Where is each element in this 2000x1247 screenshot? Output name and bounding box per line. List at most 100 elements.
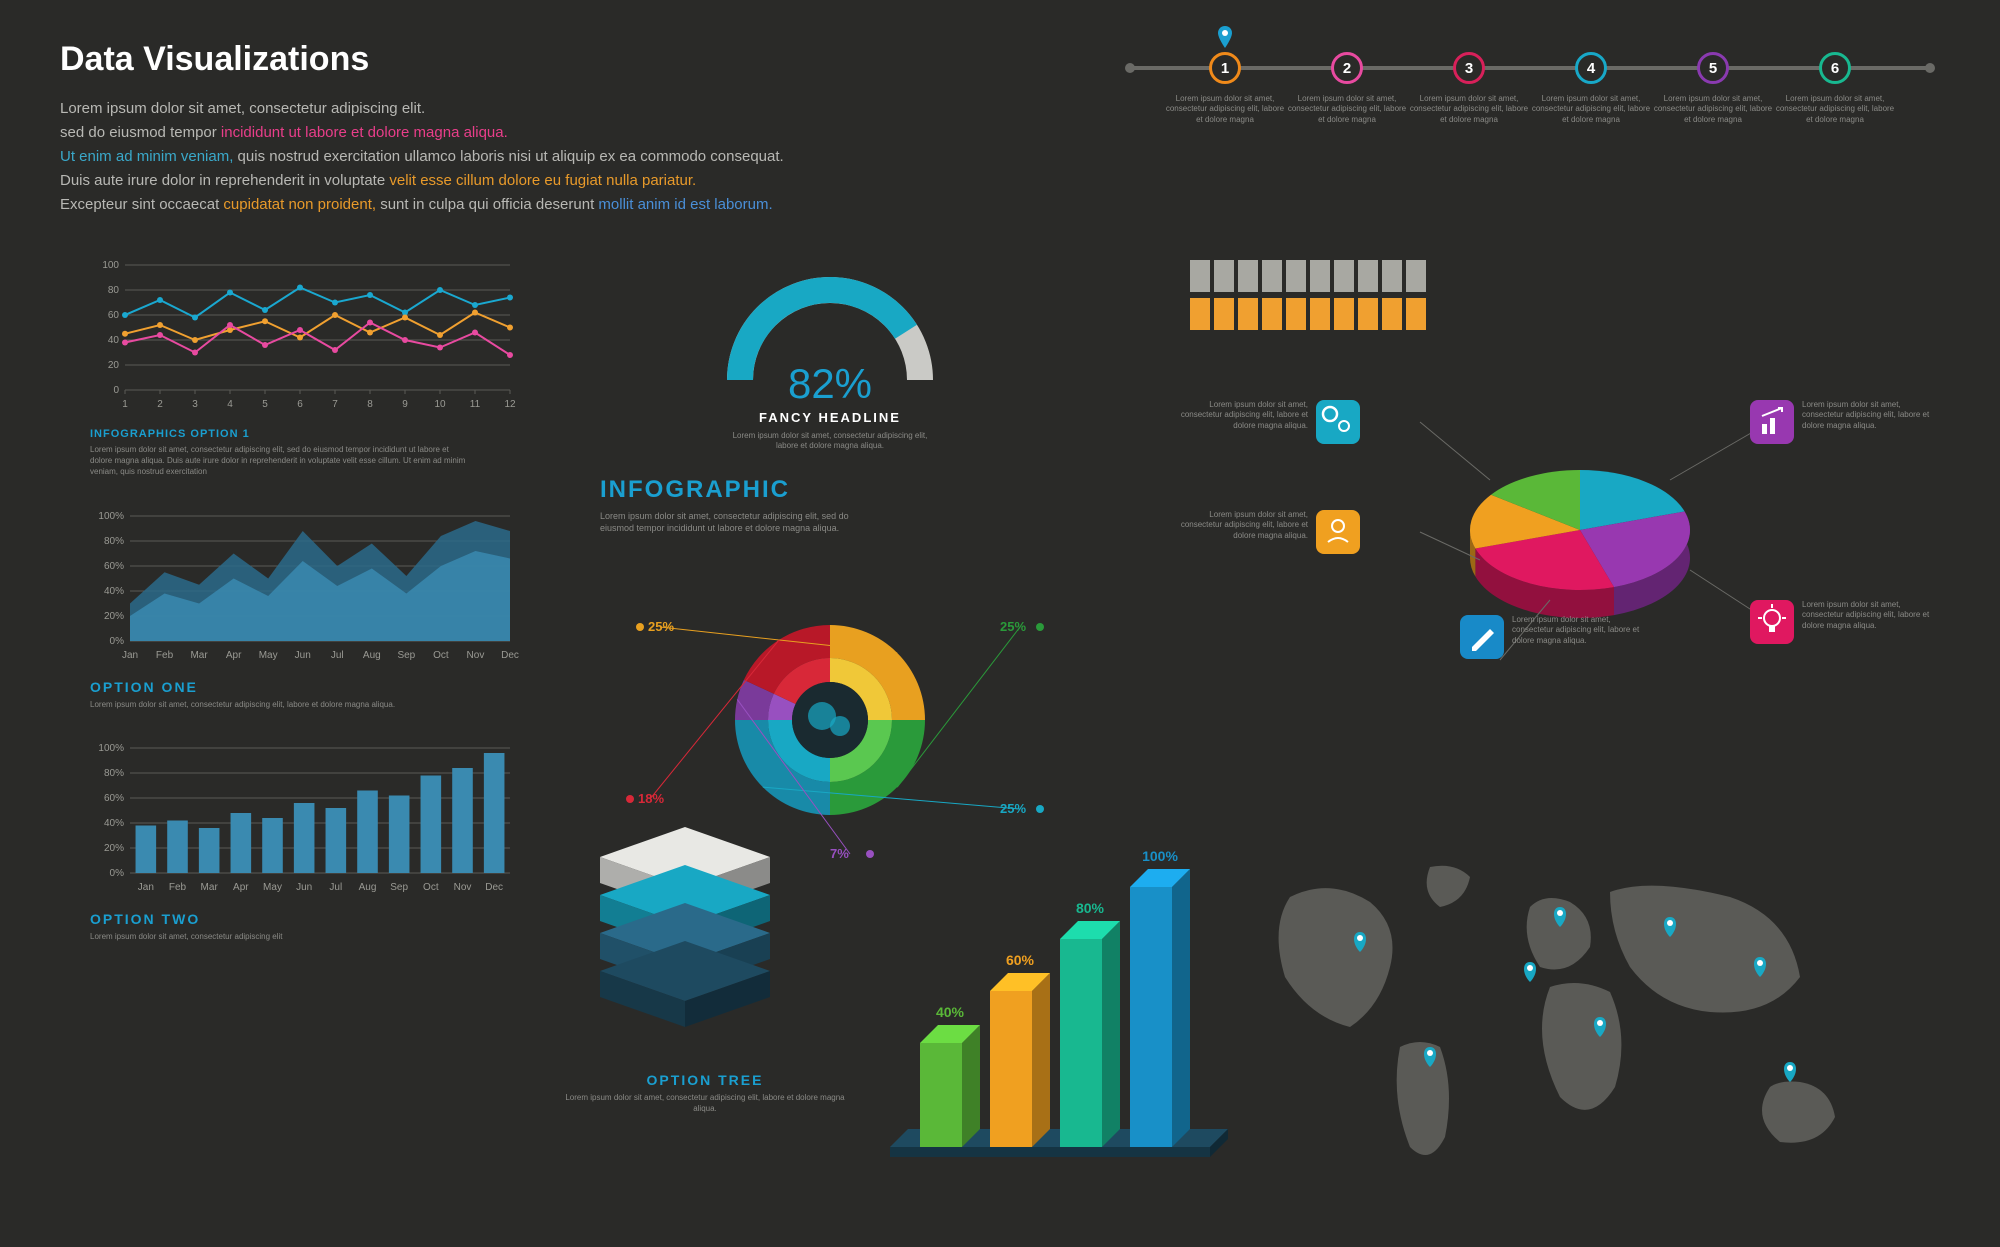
svg-text:Jan: Jan <box>122 650 138 661</box>
svg-text:Jul: Jul <box>329 882 342 893</box>
timeline-node: 2Lorem ipsum dolor sit amet, consectetur… <box>1287 52 1407 125</box>
person-icon <box>1334 260 1354 292</box>
area-chart: 0%20%40%60%80%100%JanFebMarAprMayJunJulA… <box>90 506 520 710</box>
svg-text:Jan: Jan <box>138 882 154 893</box>
person-icon <box>1286 260 1306 292</box>
svg-text:Dec: Dec <box>485 882 503 893</box>
timeline-node: 5Lorem ipsum dolor sit amet, consectetur… <box>1653 52 1773 125</box>
svg-text:20: 20 <box>108 360 120 371</box>
svg-text:60%: 60% <box>104 561 124 572</box>
person-icon <box>1238 260 1258 292</box>
svg-text:20%: 20% <box>104 611 124 622</box>
svg-text:100%: 100% <box>1142 848 1178 864</box>
person-icon <box>1310 298 1330 330</box>
header-desc-line: Excepteur sint occaecat cupidatat non pr… <box>60 193 960 217</box>
stack-3d: OPTION TREE Lorem ipsum dolor sit amet, … <box>555 817 855 1177</box>
timeline-node: 3Lorem ipsum dolor sit amet, consectetur… <box>1409 52 1529 125</box>
svg-text:7: 7 <box>332 399 338 410</box>
pie-callout: Lorem ipsum dolor sit amet, consectetur … <box>1750 600 1930 650</box>
svg-text:Nov: Nov <box>454 882 472 893</box>
svg-text:Jun: Jun <box>295 650 311 661</box>
pie-callout: Lorem ipsum dolor sit amet, consectetur … <box>1460 615 1640 665</box>
infographic-title: INFOGRAPHIC <box>600 476 1060 504</box>
svg-text:11: 11 <box>470 399 481 410</box>
person-icon <box>1316 510 1360 554</box>
svg-text:60: 60 <box>108 310 120 321</box>
person-icon <box>1262 260 1282 292</box>
header-desc-line: Ut enim ad minim veniam, quis nostrud ex… <box>60 145 960 169</box>
timeline-node: 4Lorem ipsum dolor sit amet, consectetur… <box>1531 52 1651 125</box>
svg-text:0: 0 <box>113 385 119 396</box>
area-chart-desc: Lorem ipsum dolor sit amet, consectetur … <box>90 699 450 710</box>
infographic-desc: Lorem ipsum dolor sit amet, consectetur … <box>600 510 860 535</box>
svg-text:Jun: Jun <box>296 882 312 893</box>
svg-text:10: 10 <box>434 399 446 410</box>
svg-text:80%: 80% <box>104 536 124 547</box>
svg-text:40%: 40% <box>104 586 124 597</box>
svg-text:80%: 80% <box>104 768 124 779</box>
header-desc-line: Lorem ipsum dolor sit amet, consectetur … <box>60 97 960 121</box>
pie-callout: Lorem ipsum dolor sit amet, consectetur … <box>1180 400 1360 450</box>
people-icons <box>1190 260 1940 330</box>
map-pin-icon <box>1524 962 1536 982</box>
svg-text:25%: 25% <box>1000 619 1026 634</box>
svg-text:4: 4 <box>227 399 233 410</box>
person-icon <box>1406 298 1426 330</box>
svg-text:Nov: Nov <box>467 650 485 661</box>
svg-text:100%: 100% <box>98 743 124 754</box>
svg-text:12: 12 <box>504 399 516 410</box>
svg-text:Apr: Apr <box>226 650 242 661</box>
svg-text:0%: 0% <box>110 636 125 647</box>
person-icon <box>1190 260 1210 292</box>
svg-text:8: 8 <box>367 399 373 410</box>
svg-text:3: 3 <box>192 399 198 410</box>
svg-text:18%: 18% <box>638 791 664 806</box>
svg-text:May: May <box>259 650 278 661</box>
svg-text:25%: 25% <box>1000 801 1026 816</box>
page-title: Data Visualizations <box>60 40 960 79</box>
svg-text:0%: 0% <box>110 868 125 879</box>
pie-3d-chart: Lorem ipsum dolor sit amet, consectetur … <box>1130 360 1940 740</box>
person-icon <box>1382 260 1402 292</box>
header-desc-line: Duis aute irure dolor in reprehenderit i… <box>60 169 960 193</box>
svg-text:Mar: Mar <box>190 650 208 661</box>
svg-text:6: 6 <box>297 399 303 410</box>
svg-text:60%: 60% <box>1006 952 1035 968</box>
svg-text:100%: 100% <box>98 511 124 522</box>
timeline-node: 6Lorem ipsum dolor sit amet, consectetur… <box>1775 52 1895 125</box>
bar-chart: 0%20%40%60%80%100%JanFebMarAprMayJunJulA… <box>90 738 520 942</box>
svg-text:Apr: Apr <box>233 882 249 893</box>
svg-text:Mar: Mar <box>201 882 219 893</box>
svg-text:Sep: Sep <box>390 882 408 893</box>
svg-text:Oct: Oct <box>433 650 449 661</box>
svg-text:40%: 40% <box>104 818 124 829</box>
svg-text:Aug: Aug <box>363 650 381 661</box>
svg-text:40: 40 <box>108 335 120 346</box>
svg-text:Aug: Aug <box>359 882 377 893</box>
svg-text:100: 100 <box>102 260 119 271</box>
person-icon <box>1358 298 1378 330</box>
person-icon <box>1214 298 1234 330</box>
svg-text:9: 9 <box>402 399 408 410</box>
svg-text:80: 80 <box>108 285 120 296</box>
header-desc-line: sed do eiusmod tempor incididunt ut labo… <box>60 121 960 145</box>
svg-text:Jul: Jul <box>331 650 344 661</box>
chart-icon <box>1750 400 1794 444</box>
line-chart-subtitle: INFOGRAPHICS OPTION 1 <box>90 428 520 440</box>
svg-text:40%: 40% <box>936 1004 965 1020</box>
pie-callout: Lorem ipsum dolor sit amet, consectetur … <box>1180 510 1360 560</box>
bars-3d: 40%60%80%100% <box>870 827 1230 1187</box>
gauge-desc: Lorem ipsum dolor sit amet, consectetur … <box>730 431 930 452</box>
area-chart-title: OPTION ONE <box>90 679 520 695</box>
pie-callout: Lorem ipsum dolor sit amet, consectetur … <box>1750 400 1930 450</box>
svg-text:25%: 25% <box>648 619 674 634</box>
svg-text:Dec: Dec <box>501 650 519 661</box>
world-map <box>1230 837 1930 1197</box>
gauge-chart: 82% FANCY HEADLINE Lorem ipsum dolor sit… <box>600 250 1060 452</box>
pin-icon <box>1217 26 1233 48</box>
svg-text:60%: 60% <box>104 793 124 804</box>
stack-desc: Lorem ipsum dolor sit amet, consectetur … <box>555 1092 855 1114</box>
person-icon <box>1214 260 1234 292</box>
svg-text:May: May <box>263 882 282 893</box>
person-icon <box>1406 260 1426 292</box>
